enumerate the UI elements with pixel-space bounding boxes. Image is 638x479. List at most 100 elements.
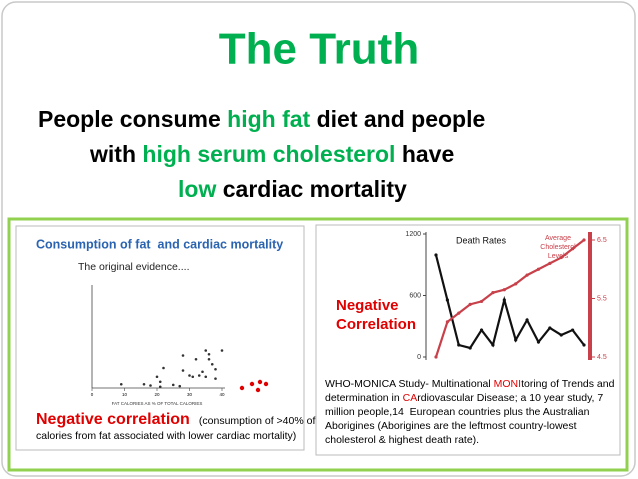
text: determination in	[325, 392, 403, 404]
series-point	[514, 338, 518, 342]
series-point	[468, 302, 472, 306]
caption-line: Aborigines (Aborigines are the leftmost …	[325, 420, 577, 432]
series-point	[525, 318, 529, 322]
correlation-label: Correlation	[336, 316, 416, 333]
slide-title: The Truth	[219, 25, 419, 74]
scatter-point	[214, 367, 217, 371]
scatter-point	[220, 349, 224, 352]
scatter-point	[178, 384, 182, 388]
y-tick-label: 0	[417, 354, 421, 361]
left-subtitle: The original evidence....	[78, 261, 189, 273]
scatter-point	[155, 375, 159, 379]
y-tick-label: 600	[409, 292, 421, 299]
series-line	[434, 254, 585, 350]
caption-line: WHO-MONICA Study- Multinational MONItori…	[325, 378, 614, 390]
text: have	[395, 141, 455, 167]
highlight-text: low	[178, 176, 217, 202]
scatter-point	[142, 382, 146, 386]
dot	[263, 381, 269, 387]
series-point	[536, 340, 541, 344]
scatter-point	[207, 352, 211, 356]
y2-tick-label: 4.5	[597, 354, 607, 361]
y2-tick-label: 6.5	[597, 237, 607, 244]
note-text: (consumption of >40% of	[196, 415, 315, 427]
series-point	[559, 255, 563, 260]
text: People consume	[38, 106, 228, 132]
note-label: Negative correlation	[36, 411, 190, 428]
series-point	[491, 343, 495, 347]
scatter-point	[158, 385, 162, 389]
scatter-point	[214, 377, 217, 380]
correlation-label: Negative	[336, 297, 399, 314]
left-title: Consumption of fat and cardiac mortality	[36, 237, 283, 251]
highlight-text: MONI	[493, 378, 522, 390]
text: diet and people	[310, 106, 486, 132]
text: with	[90, 141, 143, 167]
scatter-point	[201, 370, 204, 374]
body-line: People consume high fat diet and people	[38, 106, 485, 133]
series-point	[548, 261, 552, 265]
scatter-point	[149, 384, 152, 387]
x-tick-label: 10	[122, 392, 128, 397]
scatter-point	[188, 374, 191, 377]
series-point	[445, 298, 449, 302]
y-tick-label: 1200	[405, 231, 421, 238]
highlight-text: CA	[402, 392, 418, 404]
series-point	[491, 291, 495, 295]
series-point	[514, 282, 518, 286]
series-point	[571, 328, 575, 332]
text: cholesterol & highest death rate).	[325, 434, 480, 446]
series-point	[548, 326, 552, 330]
scatter-point	[197, 374, 201, 377]
series-point	[457, 311, 461, 315]
series-point	[525, 273, 529, 277]
scatter-point	[158, 380, 162, 384]
dot	[239, 385, 245, 391]
scatter-point	[207, 357, 211, 361]
note-text: calories from fat associated with lower …	[36, 430, 296, 442]
series-line	[434, 239, 585, 358]
series-point	[559, 333, 563, 337]
series-point	[479, 299, 484, 304]
series-point	[582, 238, 586, 242]
series-point	[582, 343, 586, 347]
text: WHO-MONICA Study- Multinational	[325, 378, 494, 390]
series-point	[468, 346, 472, 350]
series-point	[457, 343, 461, 347]
series-point	[434, 355, 438, 359]
x-tick-label: 30	[187, 392, 193, 397]
series-point	[434, 253, 438, 257]
dot	[249, 381, 255, 387]
text: Aborigines (Aborigines are the leftmost …	[325, 420, 577, 432]
series-point	[571, 247, 575, 251]
series-point	[502, 298, 506, 302]
series-name: Levels	[548, 253, 569, 260]
body-line: with high serum cholesterol have	[90, 141, 454, 168]
x-tick-label: 0	[91, 392, 94, 397]
x-tick-label: 40	[219, 392, 225, 397]
series-point	[445, 320, 449, 324]
left-image	[15, 225, 305, 451]
image-frame	[7, 217, 629, 472]
highlight-text: high fat	[227, 106, 311, 132]
scatter-point	[181, 354, 185, 357]
scatter-point	[204, 375, 208, 379]
text: toring of Trends and	[521, 378, 615, 390]
series-point	[536, 267, 541, 271]
series-point	[479, 328, 484, 332]
scatter-point	[204, 349, 208, 352]
caption-line: determination in CArdiovascular Disease;…	[325, 392, 603, 404]
caption-line: cholesterol & highest death rate).	[325, 434, 479, 446]
dot	[257, 379, 263, 385]
body-line: low cardiac mortality	[178, 176, 407, 203]
right-image	[315, 224, 621, 456]
scatter-point	[194, 357, 198, 361]
series-name: Death Rates	[456, 235, 507, 245]
series-name: Average	[545, 235, 571, 242]
series-point	[502, 288, 506, 292]
text: million people,14 European countries plu…	[325, 406, 590, 418]
text: rdiovascular Disease; a 10 year study, 7	[417, 392, 604, 404]
